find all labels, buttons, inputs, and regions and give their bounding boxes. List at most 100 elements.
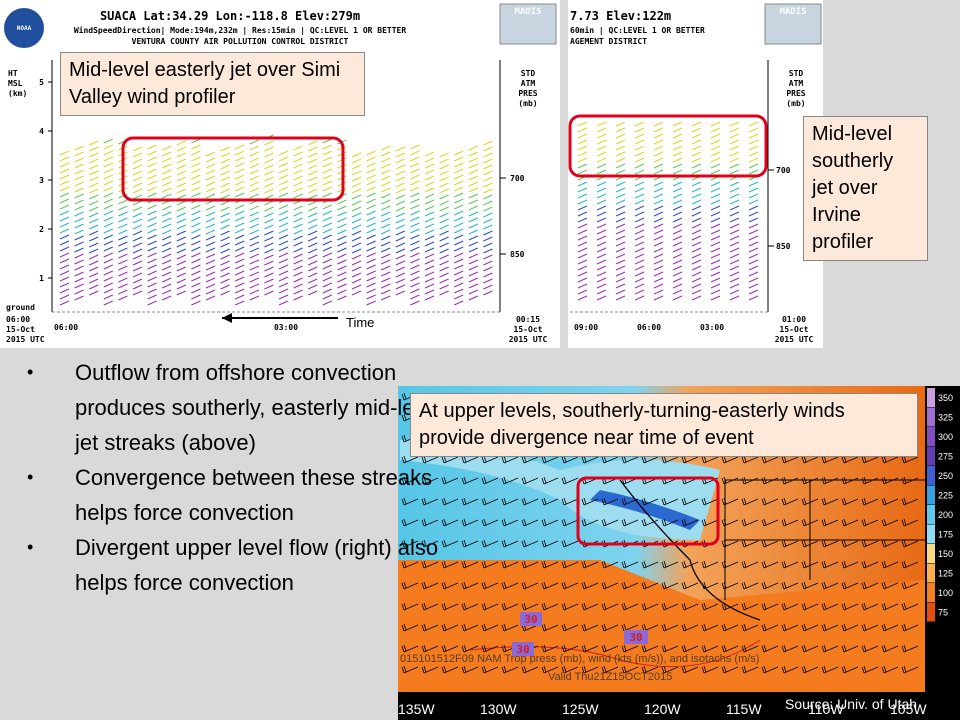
colorbar-label: 350 — [938, 393, 953, 403]
barb — [821, 602, 839, 611]
barb — [176, 206, 187, 212]
barb — [710, 121, 721, 127]
barb — [191, 204, 201, 210]
barb — [59, 288, 70, 294]
barb — [103, 270, 114, 276]
barb — [74, 145, 84, 151]
barb — [147, 162, 157, 168]
longitude: 105W — [890, 701, 927, 717]
barb — [701, 497, 719, 506]
barb — [293, 277, 303, 283]
barb — [801, 476, 819, 485]
barb — [577, 187, 588, 193]
barb — [601, 644, 619, 653]
barb — [88, 212, 99, 218]
barb — [821, 518, 839, 527]
barb — [395, 218, 406, 224]
barb — [322, 264, 333, 270]
barb — [293, 271, 303, 277]
barb — [672, 259, 683, 265]
barb — [483, 158, 493, 164]
barb — [453, 198, 464, 204]
barb — [741, 497, 759, 506]
barb — [581, 665, 599, 674]
barb — [729, 259, 740, 265]
barb — [453, 186, 464, 192]
barb — [701, 518, 719, 527]
barb — [621, 602, 639, 611]
barb — [147, 264, 157, 270]
barb — [132, 188, 143, 194]
barb — [461, 665, 479, 674]
barb — [118, 265, 128, 271]
barb — [424, 163, 435, 169]
barb — [395, 212, 406, 218]
map-title: 015101512F09 NAM Trop press (mb), wind (… — [400, 653, 759, 665]
barb — [322, 174, 333, 180]
barb — [176, 242, 187, 248]
barb — [132, 236, 143, 242]
barb — [249, 181, 260, 187]
barb — [710, 253, 721, 259]
barb — [88, 170, 99, 176]
barb — [74, 163, 84, 169]
barb — [691, 145, 702, 151]
barb — [366, 222, 376, 228]
barb — [103, 204, 114, 210]
barb — [220, 272, 230, 278]
barb — [59, 276, 70, 282]
barb — [132, 248, 143, 254]
barb — [577, 277, 588, 283]
barb — [634, 265, 645, 271]
barb — [88, 266, 99, 272]
barb — [278, 192, 289, 198]
barb — [410, 144, 420, 150]
barb — [881, 497, 899, 506]
barb — [249, 193, 260, 199]
axis-text: HT — [8, 69, 18, 78]
barb — [351, 224, 362, 230]
barb — [691, 157, 702, 163]
barb — [88, 290, 99, 296]
barb — [132, 260, 143, 266]
barb — [322, 234, 333, 240]
barb — [861, 602, 879, 611]
barb — [337, 247, 347, 253]
barb — [468, 175, 479, 181]
barb — [176, 170, 187, 176]
barb — [322, 258, 333, 264]
barb — [710, 283, 721, 289]
barb — [653, 241, 664, 247]
barb — [741, 623, 759, 632]
barb — [293, 253, 303, 259]
axis-text: 06:00 — [54, 323, 78, 332]
barb — [249, 283, 260, 289]
barb — [748, 289, 759, 295]
barb — [132, 254, 143, 260]
barb — [176, 224, 187, 230]
barb — [729, 211, 740, 217]
barb — [453, 246, 464, 252]
barb — [453, 174, 464, 180]
barb — [577, 139, 588, 145]
barb — [205, 175, 216, 181]
barb — [191, 234, 201, 240]
barb — [468, 157, 479, 163]
barb — [634, 139, 645, 145]
barb — [596, 211, 607, 217]
barb — [453, 150, 464, 156]
barb — [577, 247, 588, 253]
barb — [653, 139, 664, 145]
barb — [483, 188, 493, 194]
barb — [481, 476, 499, 485]
barb — [249, 247, 260, 253]
barb — [748, 265, 759, 271]
barb — [351, 254, 362, 260]
barb — [249, 139, 260, 145]
barb — [205, 259, 216, 265]
barb — [220, 146, 230, 152]
barb — [103, 168, 114, 174]
barb — [821, 581, 839, 590]
barb — [88, 260, 99, 266]
header: SUACA Lat:34.29 Lon:-118.8 Elev:279m — [100, 9, 360, 23]
